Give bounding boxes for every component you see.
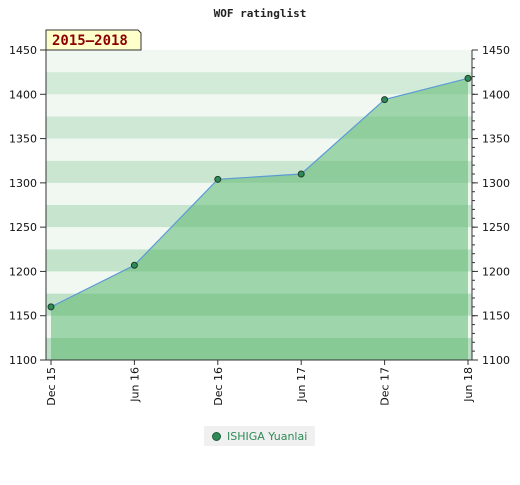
x-tick-label: Dec 16 [212,367,225,406]
background-band [46,72,472,95]
chart-title: WOF ratinglist [214,7,307,20]
y-tick-label-left: 1100 [9,354,37,367]
data-point [214,175,222,183]
period-label: 2015–2018 [52,33,128,49]
points-layer [47,74,472,311]
y-tick-label-left: 1450 [9,44,37,57]
x-tick-label: Jun 18 [462,367,475,403]
y-tick-label-right: 1400 [482,88,510,101]
period-badge-box [45,29,142,51]
legend-marker-icon [212,431,221,441]
x-tick-label: Dec 17 [379,367,392,406]
data-point [464,74,472,82]
y-tick-label-left: 1250 [9,221,37,234]
period-badge: 2015–2018 [45,29,142,51]
y-tick-label-right: 1200 [482,265,510,278]
x-tick-label: Dec 15 [45,367,58,406]
y-tick-label-left: 1300 [9,177,37,190]
y-tick-label-left: 1400 [9,88,37,101]
series-line [50,77,469,308]
y-tick-label-left: 1150 [9,310,37,323]
legend: ISHIGA Yuanlai [204,426,316,446]
y-tick-label-right: 1350 [482,133,510,146]
y-tick-label-left: 1350 [9,133,37,146]
background-band [46,94,472,117]
y-tick-label-right: 1450 [482,44,510,57]
y-tick-label-right: 1100 [482,354,510,367]
y-tick-label-right: 1300 [482,177,510,190]
background-band [46,50,472,73]
series-area [51,78,468,360]
y-tick-label-right: 1250 [482,221,510,234]
data-point [297,170,305,178]
x-tick-label: Jun 17 [295,367,308,403]
x-tick-label: Jun 16 [128,367,141,403]
data-point [381,96,389,104]
axes: 1100 1100 1150 1150 1200 1200 1250 1250 1300 1300… [9,44,510,406]
y-tick-label-right: 1150 [482,310,510,323]
data-point [47,303,55,311]
y-tick-label-left: 1200 [9,265,37,278]
area-layer [50,77,469,360]
data-point [130,261,138,269]
legend-label: ISHIGA Yuanlai [227,429,308,443]
